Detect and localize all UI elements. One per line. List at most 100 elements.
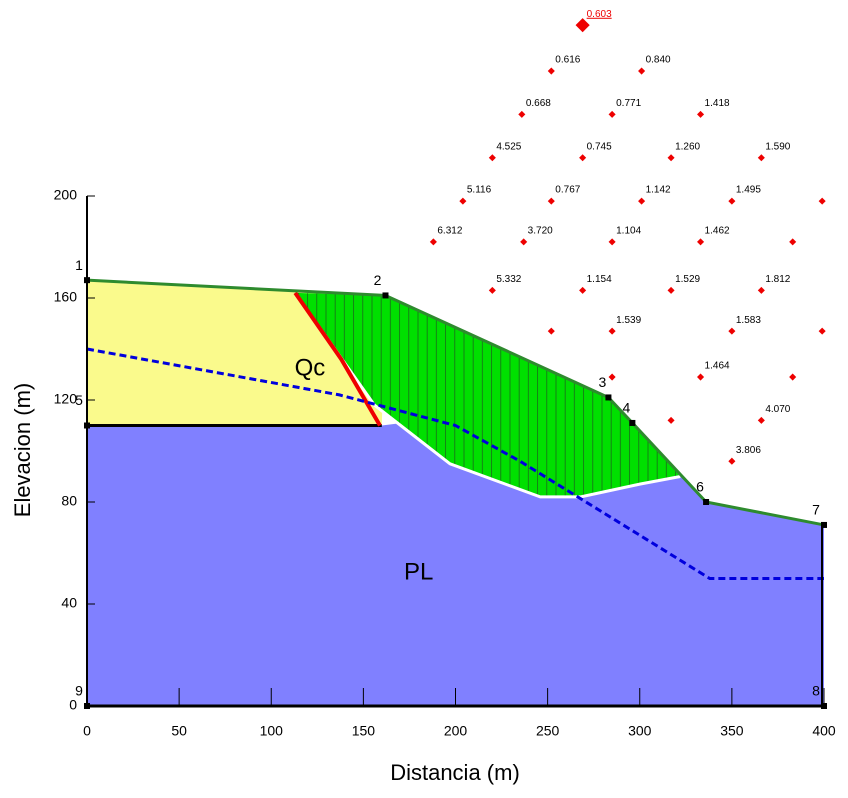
fs-label: 1.583 (736, 315, 761, 326)
x-tick-label: 350 (720, 723, 744, 739)
grid-center (728, 197, 736, 205)
grid-center (547, 197, 555, 205)
fs-label: 1.418 (705, 98, 730, 109)
vertex (84, 422, 90, 429)
fs-label: 0.668 (526, 98, 551, 109)
vertex (84, 703, 90, 709)
grid-center (697, 238, 705, 246)
vertex-label: 2 (374, 272, 382, 288)
x-tick-label: 200 (444, 723, 468, 739)
fs-label: 0.616 (555, 55, 580, 66)
fs-label: 1.104 (616, 226, 641, 237)
vertex-label: 3 (599, 374, 607, 390)
vertex (821, 521, 827, 528)
vertex-label: 1 (75, 257, 83, 273)
fs-label: 4.525 (496, 141, 521, 152)
grid-center (789, 238, 797, 246)
x-tick-label: 250 (536, 723, 560, 739)
fs-label: 0.767 (555, 185, 580, 196)
fs-label: 1.464 (705, 361, 730, 372)
fs-label: 1.142 (646, 185, 671, 196)
grid-center (488, 154, 496, 162)
y-tick-label: 0 (69, 697, 77, 713)
fs-label: 1.154 (587, 274, 612, 285)
fs-label: 6.312 (437, 226, 462, 237)
fs-label: 3.806 (736, 445, 761, 456)
fs-label: 0.771 (616, 98, 641, 109)
grid-center (520, 238, 528, 246)
fs-label: 5.332 (496, 274, 521, 285)
fs-label: 1.462 (705, 226, 730, 237)
grid-center (697, 373, 705, 381)
grid-center (518, 110, 526, 118)
x-tick-label: 0 (83, 723, 91, 739)
fs-label: 1.590 (765, 141, 790, 152)
y-axis-title: Elevacion (m) (10, 383, 35, 517)
grid-center (608, 327, 616, 335)
region-label: PL (404, 559, 433, 586)
slip-surface (293, 292, 681, 499)
grid-center (818, 327, 826, 335)
grid-center (579, 286, 587, 294)
fs-label: 0.840 (646, 55, 671, 66)
grid-center (608, 110, 616, 118)
grid-center (547, 327, 555, 335)
grid-center (728, 327, 736, 335)
fs-label: 4.070 (765, 404, 790, 415)
grid-center (575, 18, 590, 33)
sliding-mass-hatch (295, 292, 681, 497)
fs-label: 1.812 (765, 274, 790, 285)
grid-center (789, 373, 797, 381)
vertex (703, 499, 710, 505)
grid-center (667, 154, 675, 162)
grid-center (579, 154, 587, 162)
grid-center (608, 238, 616, 246)
fs-label: 0.603 (587, 9, 612, 20)
vertex (629, 419, 636, 426)
region-label: Qc (295, 355, 326, 382)
vertex-label: 9 (75, 683, 83, 699)
grid-center (488, 286, 496, 294)
water-table (86, 347, 824, 580)
grid-center (638, 197, 646, 205)
grid-center (757, 154, 765, 162)
grid-center (697, 110, 705, 118)
vertex-label: 7 (812, 502, 820, 518)
fs-label: 3.720 (528, 226, 553, 237)
y-tick-label: 120 (54, 391, 78, 407)
grid-center (818, 197, 826, 205)
fs-label: 0.745 (587, 141, 612, 152)
y-tick-label: 200 (54, 187, 78, 203)
grid-center (667, 416, 675, 424)
x-tick-label: 300 (628, 723, 652, 739)
y-tick-label: 40 (61, 595, 77, 611)
vertex-label: 5 (75, 392, 83, 408)
vertex-label: 8 (812, 683, 820, 699)
x-tick-label: 400 (812, 723, 836, 739)
vertex-label: 4 (622, 400, 630, 416)
critical-surface (293, 291, 382, 427)
grid-center (459, 197, 467, 205)
fs-label: 1.539 (616, 315, 641, 326)
grid-center (638, 67, 646, 75)
y-tick-label: 80 (61, 493, 77, 509)
vertex-label: 6 (696, 479, 704, 495)
vertex (382, 292, 389, 299)
x-tick-label: 50 (171, 723, 187, 739)
vertex (821, 703, 827, 709)
fs-label: 1.529 (675, 274, 700, 285)
vertex (84, 277, 90, 284)
fs-label: 1.260 (675, 141, 700, 152)
fs-label: 5.116 (467, 185, 492, 196)
grid-center (728, 457, 736, 465)
grid-center (757, 416, 765, 424)
vertex (605, 394, 612, 401)
x-tick-label: 100 (260, 723, 284, 739)
fs-label: 1.495 (736, 185, 761, 196)
y-tick-label: 160 (54, 289, 78, 305)
x-axis-title: Distancia (m) (390, 760, 520, 785)
ground-surface (86, 278, 825, 527)
grid-center (757, 286, 765, 294)
grid-center (547, 67, 555, 75)
